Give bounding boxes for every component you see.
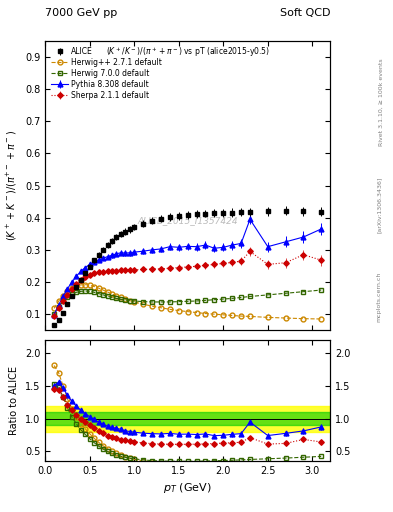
Bar — [45, 412, 330, 425]
Bar — [45, 406, 330, 432]
Text: ALICE_2015_I1357424: ALICE_2015_I1357424 — [137, 216, 238, 225]
Text: [arXiv:1306.3436]: [arXiv:1306.3436] — [377, 177, 382, 233]
Y-axis label: $(K^+ + K^-)$/$(\pi^{+-}+\pi^-)$: $(K^+ + K^-)$/$(\pi^{+-}+\pi^-)$ — [5, 130, 19, 241]
Y-axis label: Ratio to ALICE: Ratio to ALICE — [9, 366, 19, 435]
Legend: ALICE, Herwig++ 2.7.1 default, Herwig 7.0.0 default, Pythia 8.308 default, Sherp: ALICE, Herwig++ 2.7.1 default, Herwig 7.… — [49, 45, 164, 102]
Text: 7000 GeV pp: 7000 GeV pp — [45, 8, 118, 18]
Text: Rivet 3.1.10, ≥ 100k events: Rivet 3.1.10, ≥ 100k events — [379, 58, 384, 146]
Text: $(K^+/K^-)/(\pi^++\pi^-)$ vs pT (alice2015-y0.5): $(K^+/K^-)/(\pi^++\pi^-)$ vs pT (alice20… — [106, 45, 270, 59]
X-axis label: $p_T$ (GeV): $p_T$ (GeV) — [163, 481, 212, 495]
Text: Soft QCD: Soft QCD — [280, 8, 330, 18]
Text: mcplots.cern.ch: mcplots.cern.ch — [377, 272, 382, 322]
